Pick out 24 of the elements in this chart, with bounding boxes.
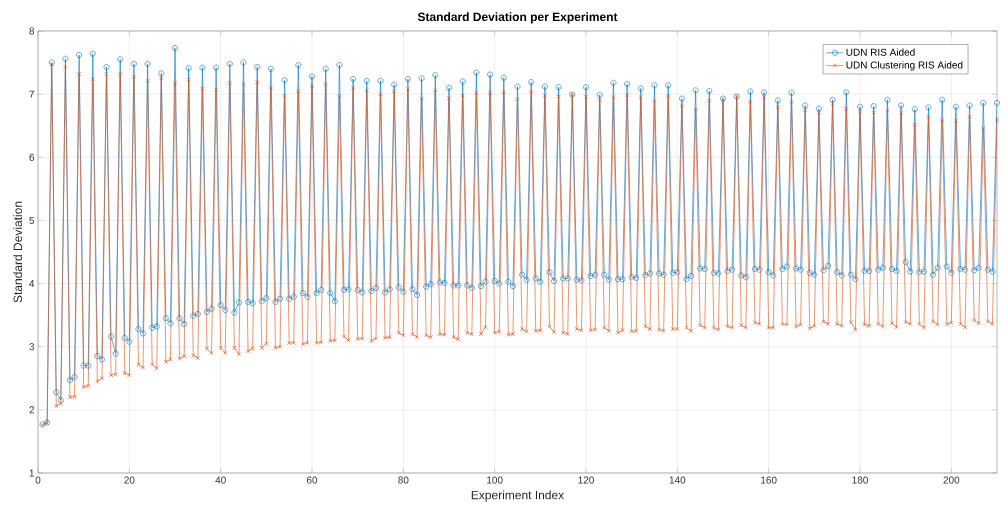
x-tick-label: 0 [35, 476, 41, 484]
x-tick-label: 60 [306, 476, 318, 484]
y-axis-title: Standard Deviation [13, 201, 23, 303]
y-tick-label: 5 [29, 216, 35, 224]
x-tick-label: 160 [761, 476, 777, 484]
y-tick-label: 7 [29, 90, 34, 98]
y-tick-label: 8 [29, 27, 35, 35]
y-tick-label: 2 [29, 406, 34, 414]
legend-label: UDN RIS Aided [846, 48, 915, 56]
x-axis-title: Experiment Index [471, 490, 565, 502]
legend-label: UDN Clustering RIS Aided [846, 61, 963, 71]
x-tick-label: 200 [943, 476, 960, 484]
x-tick-label: 40 [215, 476, 226, 484]
x-tick-label: 180 [852, 476, 868, 484]
x-tick-label: 20 [124, 476, 135, 484]
x-tick-label: 140 [669, 476, 686, 484]
y-tick-label: 1 [29, 469, 34, 477]
y-tick-label: 3 [29, 343, 35, 351]
chart-title: Standard Deviation per Experiment [417, 12, 618, 24]
y-tick-label: 4 [29, 280, 35, 287]
x-tick-label: 120 [578, 476, 594, 484]
x-tick-label: 100 [487, 476, 503, 484]
x-tick-label: 80 [398, 476, 409, 484]
y-tick-label: 6 [29, 153, 35, 161]
